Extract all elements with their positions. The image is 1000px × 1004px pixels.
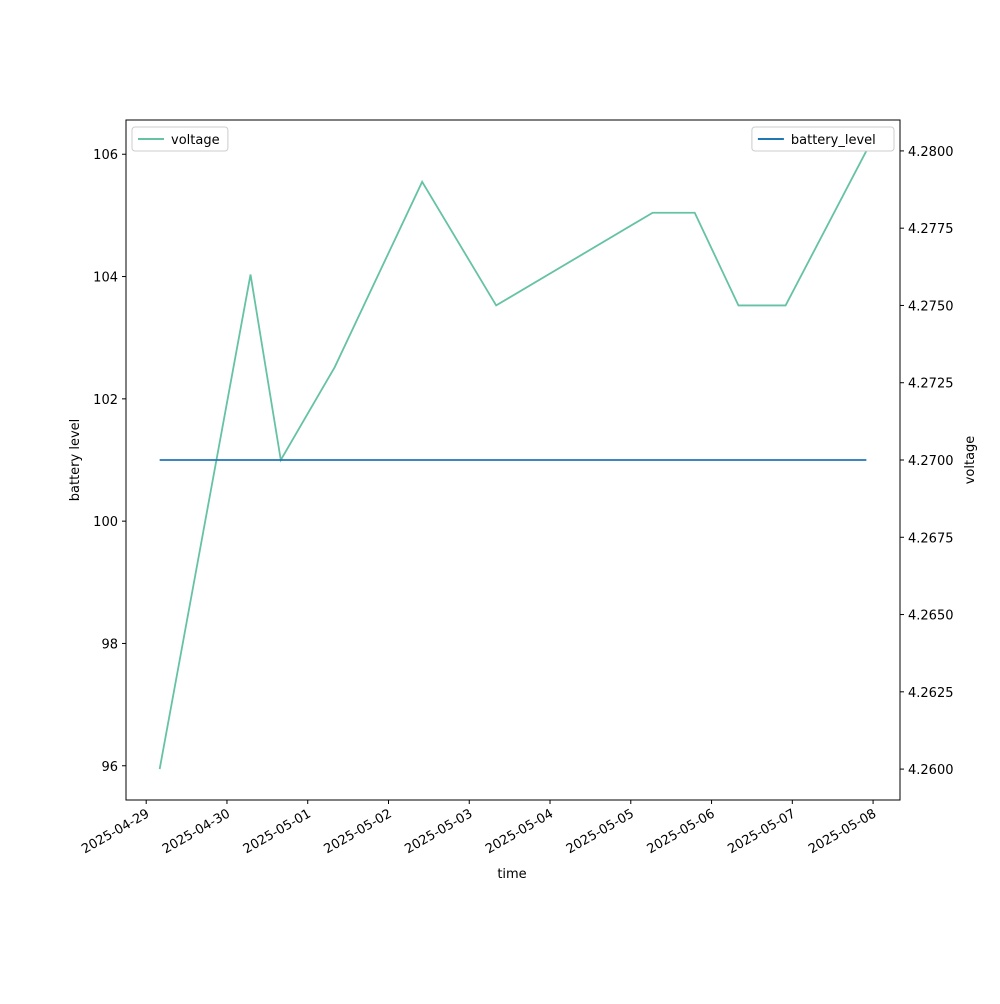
y-tick-label: 96 [101, 760, 118, 775]
x-tick-label: 2025-04-29 [79, 806, 152, 857]
y2-tick-label: 4.2625 [908, 686, 954, 701]
y2-tick-label: 4.2725 [908, 377, 954, 392]
y2-axis-label: voltage [963, 436, 978, 485]
y-tick-label: 106 [93, 148, 118, 163]
y2-tick-label: 4.2675 [908, 531, 954, 546]
x-tick-label: 2025-04-30 [160, 806, 233, 857]
x-tick-label: 2025-05-08 [806, 806, 879, 857]
x-tick-label: 2025-05-06 [645, 806, 718, 857]
x-tick-label: 2025-05-05 [564, 806, 637, 857]
y2-tick-label: 4.2800 [908, 145, 954, 160]
x-tick-label: 2025-05-04 [483, 806, 556, 857]
y2-tick-label: 4.2750 [908, 299, 954, 314]
x-tick-label: 2025-05-01 [241, 806, 314, 857]
y-tick-label: 100 [93, 515, 118, 530]
y2-tick-label: 4.2775 [908, 222, 954, 237]
y-tick-label: 102 [93, 393, 118, 408]
y2-tick-label: 4.2700 [908, 454, 954, 469]
x-tick-label: 2025-05-07 [725, 806, 798, 857]
legend-box [131, 126, 229, 152]
y-axis-label: battery level [68, 419, 83, 502]
legend-label: battery_level [791, 133, 876, 148]
legend-label: voltage [171, 133, 220, 148]
x-tick-label: 2025-05-02 [322, 806, 395, 857]
series-line [158, 150, 868, 770]
y-tick-label: 104 [93, 271, 118, 286]
y-tick-label: 98 [101, 637, 118, 652]
y2-tick-label: 4.2650 [908, 609, 954, 624]
x-tick-label: 2025-05-03 [402, 806, 475, 857]
y2-tick-label: 4.2600 [908, 763, 954, 778]
legend-box [751, 126, 895, 152]
x-axis-label: time [497, 867, 526, 882]
